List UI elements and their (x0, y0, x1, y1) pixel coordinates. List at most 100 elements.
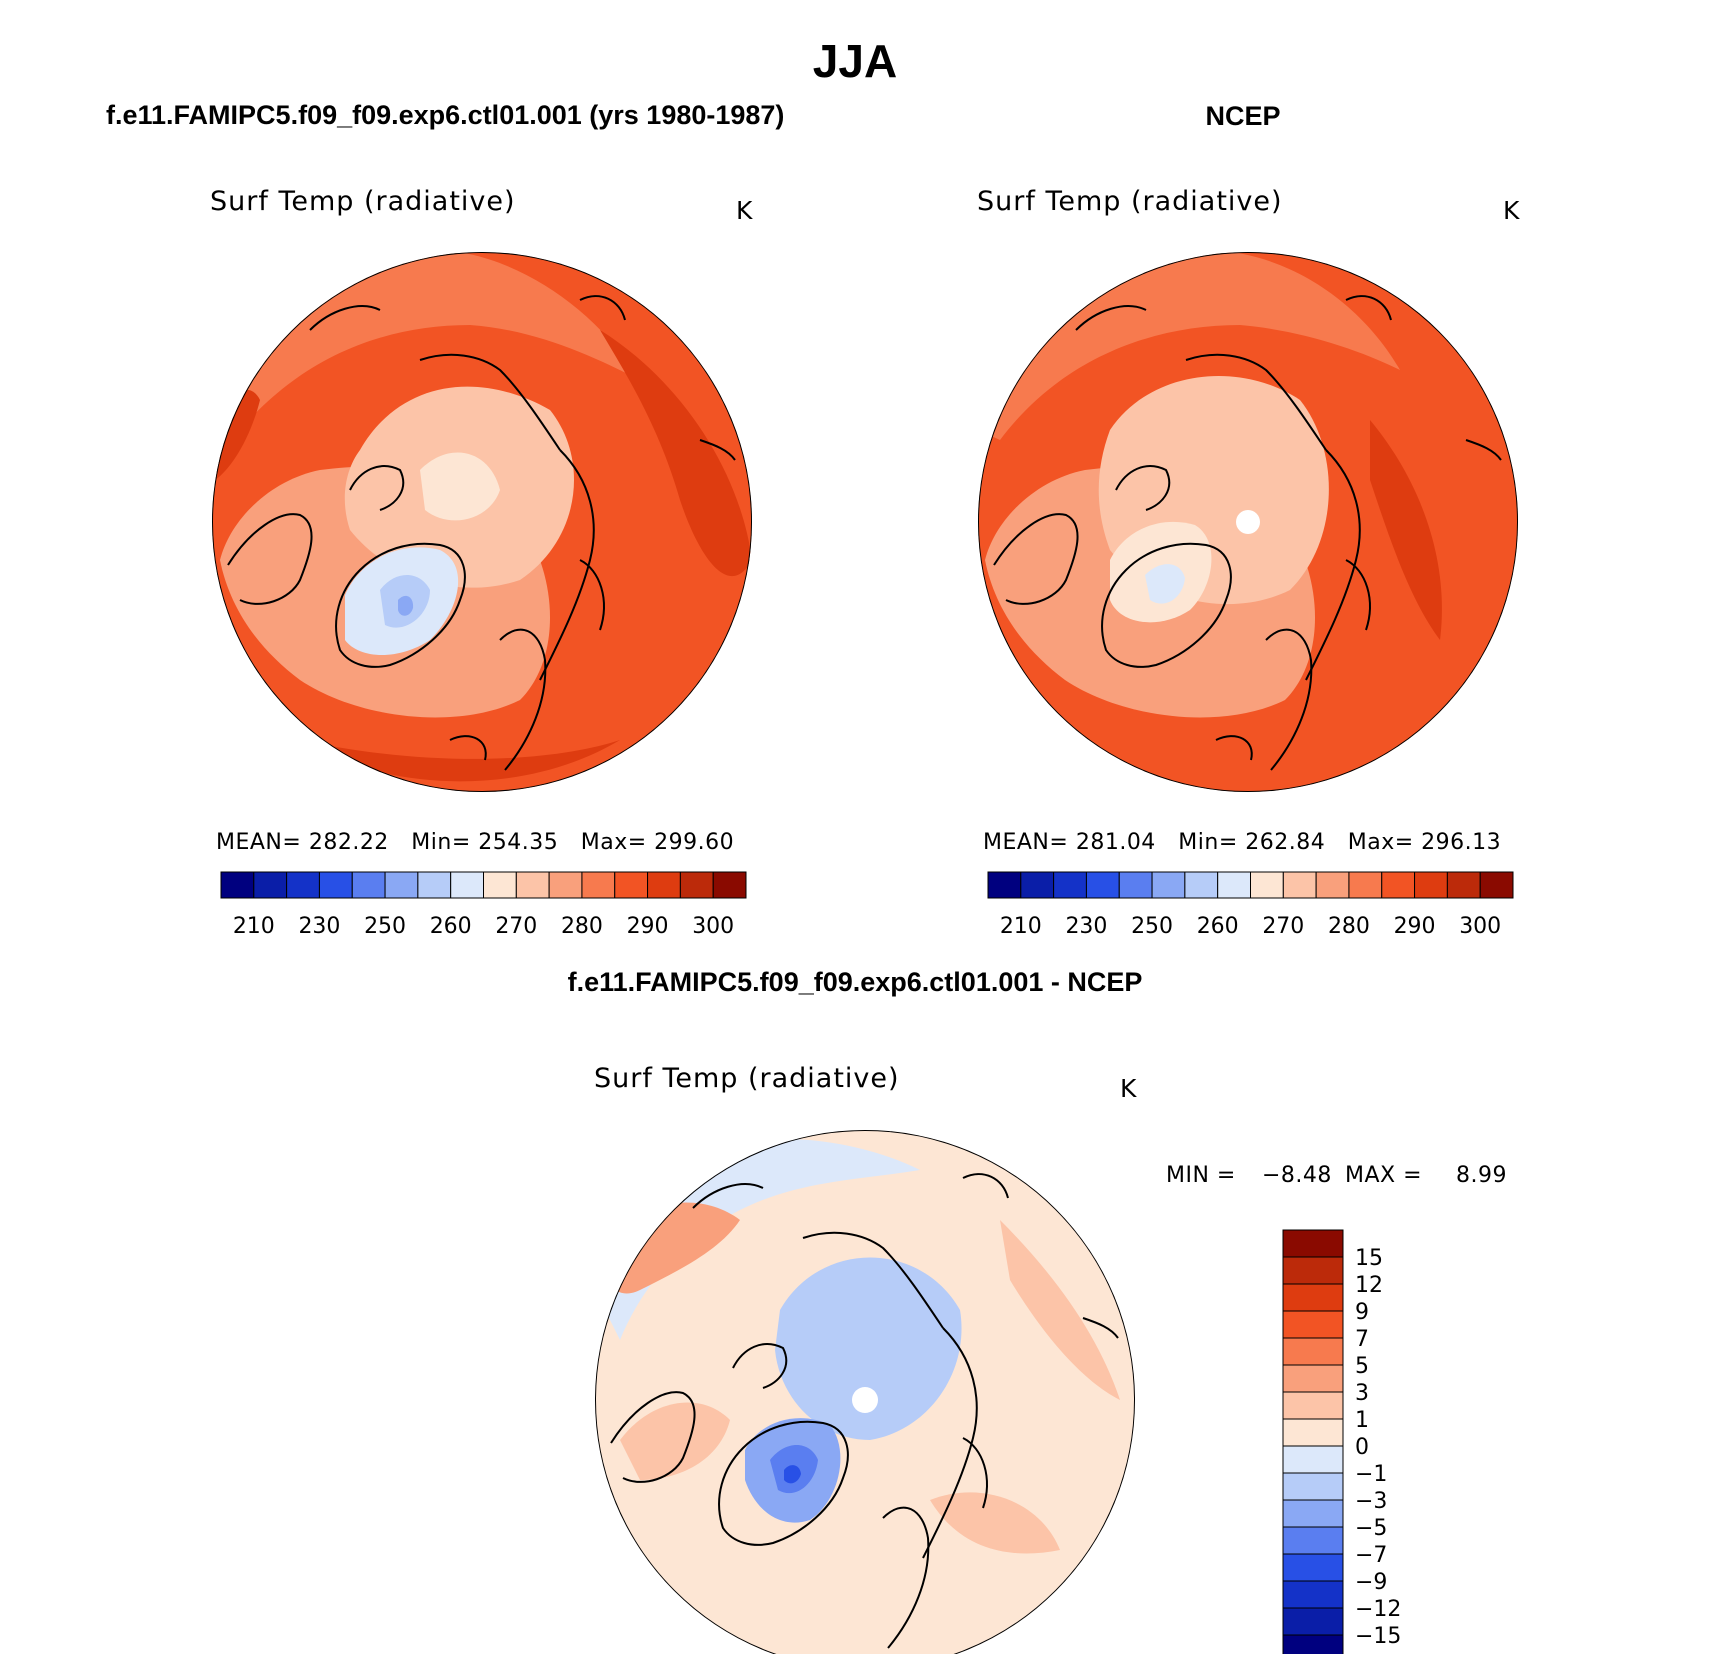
model-colorbar-tick-label: 210 (233, 914, 275, 939)
obs-mean-label: MEAN= (983, 830, 1069, 855)
difference-colorbar-swatch (1282, 1256, 1344, 1285)
difference-colorbar-tick-label: 7 (1355, 1327, 1369, 1352)
difference-colorbar-tick-label: 3 (1355, 1381, 1369, 1406)
model-min-value: 254.35 (478, 830, 559, 855)
model-units-label: K (736, 196, 753, 225)
model-colorbar-tick-label: 280 (561, 914, 603, 939)
obs-max-value: 296.13 (1421, 830, 1502, 855)
model-stats: MEAN= 282.22 Min= 254.35 Max= 299.60 (216, 830, 734, 855)
obs-colorbar-tick-label: 280 (1328, 914, 1370, 939)
difference-colorbar-tick-label: −7 (1355, 1543, 1387, 1568)
obs-case-title: NCEP (1205, 101, 1281, 131)
difference-min-value: −8.48 (1262, 1163, 1332, 1188)
difference-colorbar-tick-label: −1 (1355, 1462, 1387, 1487)
obs-colorbar-tick-label: 230 (1065, 914, 1107, 939)
obs-colorbar-swatch (1282, 871, 1317, 899)
obs-colorbar-tick-label: 270 (1262, 914, 1304, 939)
difference-colorbar-swatch (1282, 1337, 1344, 1366)
model-colorbar-swatch (220, 871, 255, 899)
model-max-label: Max= (580, 830, 647, 855)
difference-pole-hole (852, 1387, 878, 1413)
model-colorbar-swatch (417, 871, 452, 899)
difference-colorbar-swatch (1282, 1499, 1344, 1528)
difference-colorbar-swatch (1282, 1418, 1344, 1447)
model-min-label: Min= (411, 830, 471, 855)
model-colorbar-tick-label: 270 (495, 914, 537, 939)
model-colorbar-swatch (712, 871, 747, 899)
model-colorbar-tick-label: 250 (364, 914, 406, 939)
model-colorbar-tick-label: 290 (627, 914, 669, 939)
obs-colorbar-tick-label: 250 (1131, 914, 1173, 939)
difference-units-label: K (1120, 1074, 1137, 1103)
figure-title: JJA (812, 35, 898, 87)
difference-colorbar-swatch (1282, 1229, 1344, 1258)
obs-colorbar-swatch (1348, 871, 1383, 899)
difference-colorbar-tick-label: 0 (1355, 1435, 1369, 1460)
model-max-value: 299.60 (654, 830, 735, 855)
obs-colorbar-swatch (1414, 871, 1448, 899)
difference-colorbar-swatch (1282, 1310, 1344, 1339)
model-mean-value: 282.22 (308, 830, 389, 855)
difference-colorbar-swatch (1282, 1526, 1344, 1555)
obs-colorbar-swatch (1151, 871, 1186, 899)
difference-max-value: 8.99 (1456, 1163, 1507, 1188)
obs-units-label: K (1503, 196, 1520, 225)
model-colorbar-swatch (647, 871, 681, 899)
obs-colorbar-swatch (1053, 871, 1087, 899)
difference-colorbar-swatch (1282, 1634, 1344, 1654)
model-colorbar-swatch (614, 871, 649, 899)
model-colorbar-swatch (318, 871, 353, 899)
obs-colorbar-swatch (1479, 871, 1514, 899)
obs-colorbar-swatch (1217, 871, 1251, 899)
obs-variable-label: Surf Temp (radiative) (977, 186, 1283, 217)
model-colorbar-swatch (351, 871, 386, 899)
obs-colorbar-swatch (1184, 871, 1219, 899)
obs-colorbar-tick-label: 210 (1000, 914, 1042, 939)
model-colorbar-swatch (581, 871, 616, 899)
obs-min-label: Min= (1178, 830, 1238, 855)
model-colorbar-swatch (548, 871, 583, 899)
model-colorbar-tick-label: 300 (692, 914, 734, 939)
difference-colorbar-swatch (1282, 1472, 1344, 1501)
difference-colorbar-tick-label: 1 (1355, 1408, 1369, 1433)
difference-colorbar-swatch (1282, 1364, 1344, 1393)
difference-min-label: MIN = (1166, 1163, 1236, 1188)
obs-colorbar-swatch (1085, 871, 1120, 899)
obs-colorbar-swatch (1315, 871, 1350, 899)
model-colorbar-swatch (253, 871, 288, 899)
obs-colorbar-swatch (1020, 871, 1055, 899)
difference-colorbar-tick-label: −15 (1355, 1624, 1401, 1649)
model-colorbar-swatch (286, 871, 320, 899)
difference-colorbar-swatch (1282, 1391, 1344, 1420)
difference-case-title: f.e11.FAMIPC5.f09_f09.exp6.ctl01.001 - N… (567, 967, 1143, 997)
difference-colorbar-tick-label: −12 (1355, 1597, 1401, 1622)
difference-colorbar-tick-label: −3 (1355, 1489, 1387, 1514)
difference-colorbar-tick-label: −5 (1355, 1516, 1387, 1541)
difference-colorbar-tick-label: 15 (1355, 1246, 1383, 1271)
obs-colorbar-swatch (987, 871, 1022, 899)
model-colorbar-swatch (515, 871, 550, 899)
obs-colorbar-swatch (1446, 871, 1481, 899)
model-colorbar-swatch (483, 871, 517, 899)
obs-colorbar-swatch (1118, 871, 1153, 899)
model-mean-label: MEAN= (216, 830, 302, 855)
obs-pole-hole (1236, 510, 1260, 534)
obs-colorbar-swatch (1381, 871, 1416, 899)
model-polar-map (212, 252, 752, 792)
difference-colorbar-swatch (1282, 1580, 1344, 1609)
difference-colorbar-tick-label: 12 (1355, 1273, 1383, 1298)
obs-stats: MEAN= 281.04 Min= 262.84 Max= 296.13 (983, 830, 1501, 855)
difference-polar-map (595, 1130, 1135, 1654)
obs-max-label: Max= (1347, 830, 1414, 855)
obs-colorbar-tick-label: 260 (1197, 914, 1239, 939)
difference-colorbar-swatch (1282, 1607, 1344, 1636)
difference-colorbar-swatch (1282, 1445, 1344, 1474)
obs-mean-value: 281.04 (1075, 830, 1156, 855)
model-colorbar-tick-label: 230 (298, 914, 340, 939)
obs-colorbar-tick-label: 300 (1459, 914, 1501, 939)
obs-polar-map (978, 252, 1518, 792)
obs-colorbar-tick-label: 290 (1394, 914, 1436, 939)
model-colorbar-swatch (384, 871, 419, 899)
